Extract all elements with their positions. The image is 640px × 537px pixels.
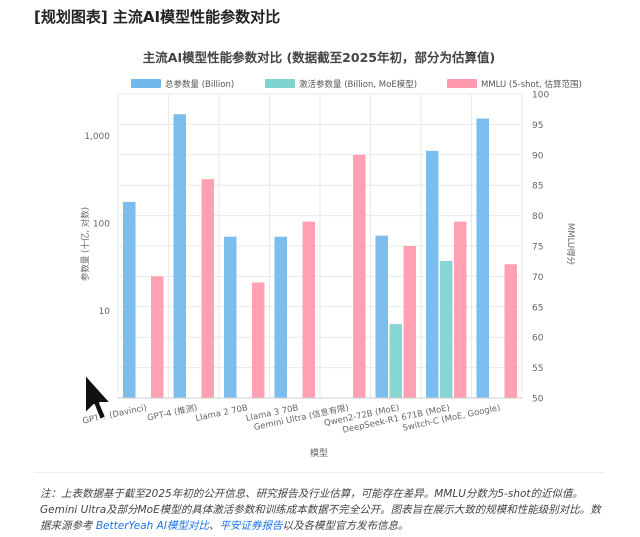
y-right-tick-label: 100 bbox=[532, 91, 549, 101]
bar-chart: 主流AI模型性能参数对比 (数据截至2025年初，部分为估算值) 总参数量 (B… bbox=[80, 50, 582, 459]
y-right-tick-label: 65 bbox=[532, 303, 543, 313]
x-axis-label: 模型 bbox=[310, 448, 328, 459]
y-left-tick-label: 100 bbox=[93, 220, 110, 230]
mmlu-bar bbox=[302, 221, 315, 398]
chart-bars bbox=[123, 114, 517, 399]
y-left-tick-label: 1,000 bbox=[84, 132, 110, 142]
y-right-tick-label: 90 bbox=[532, 151, 544, 161]
link-betteryeah[interactable]: BetterYeah AI模型对比 bbox=[95, 520, 209, 532]
y-right-tick-label: 95 bbox=[532, 121, 543, 131]
footnote-text: 注：上表数据基于截至2025年初的公开信息、研究报告及行业估算，可能存在差异。M… bbox=[40, 488, 601, 532]
mmlu-bar bbox=[353, 154, 366, 398]
y-right-tick-label: 85 bbox=[532, 182, 543, 192]
mmlu-bar bbox=[403, 246, 416, 398]
y-right-tick-label: 70 bbox=[532, 273, 544, 283]
mouse-pointer-icon bbox=[84, 373, 112, 421]
x-tick-label: Llama 2 70B bbox=[195, 403, 249, 424]
total-params-bar bbox=[375, 235, 388, 398]
footnote-separator: 、 bbox=[208, 520, 220, 532]
y-axis-left-label: 参数量 (十亿, 对数) bbox=[80, 207, 91, 281]
x-tick-label: GPT-4 (推测) bbox=[146, 402, 198, 423]
y-axis-right-label: MMLU得分 bbox=[565, 223, 576, 266]
legend-label: 总参数量 (Billion) bbox=[165, 79, 234, 90]
legend-swatch bbox=[447, 79, 477, 88]
mmlu-bar bbox=[252, 282, 265, 398]
y-right-tick-label: 60 bbox=[532, 334, 544, 344]
legend-label: MMLU (5-shot, 估算范围) bbox=[481, 79, 582, 90]
chart-container: 主流AI模型性能参数对比 (数据截至2025年初，部分为估算值) 总参数量 (B… bbox=[18, 36, 620, 466]
chart-title: 主流AI模型性能参数对比 (数据截至2025年初，部分为估算值) bbox=[143, 50, 495, 65]
link-pingan-report[interactable]: 平安证券报告 bbox=[219, 520, 283, 532]
y-right-tick-label: 50 bbox=[532, 395, 544, 405]
total-params-bar bbox=[274, 236, 287, 398]
active-params-bar bbox=[440, 260, 453, 398]
total-params-bar bbox=[123, 201, 136, 398]
legend-label: 激活参数量 (Billion, MoE模型) bbox=[299, 79, 417, 90]
y-right-tick-label: 75 bbox=[532, 243, 543, 253]
legend-swatch bbox=[265, 79, 295, 88]
y-right-tick-label: 55 bbox=[532, 364, 543, 374]
y-left-tick-label: 10 bbox=[99, 307, 111, 317]
mmlu-bar bbox=[151, 276, 164, 398]
divider bbox=[34, 472, 604, 473]
mmlu-bar bbox=[504, 264, 517, 398]
total-params-bar bbox=[426, 150, 439, 398]
footnote-text-end: 以及各模型官方发布信息。 bbox=[282, 520, 409, 532]
mmlu-bar bbox=[454, 221, 467, 398]
total-params-bar bbox=[476, 118, 489, 398]
page-heading: [规划图表] 主流AI模型性能参数对比 bbox=[34, 8, 281, 26]
total-params-bar bbox=[224, 236, 237, 398]
active-params-bar bbox=[389, 324, 402, 398]
chart-legend: 总参数量 (Billion) 激活参数量 (Billion, MoE模型) MMLU… bbox=[131, 79, 582, 90]
legend-swatch bbox=[131, 79, 161, 88]
total-params-bar bbox=[173, 114, 186, 399]
footnote: 注：上表数据基于截至2025年初的公开信息、研究报告及行业估算，可能存在差异。M… bbox=[40, 486, 602, 534]
mmlu-bar bbox=[201, 179, 214, 398]
y-right-tick-label: 80 bbox=[532, 212, 544, 222]
